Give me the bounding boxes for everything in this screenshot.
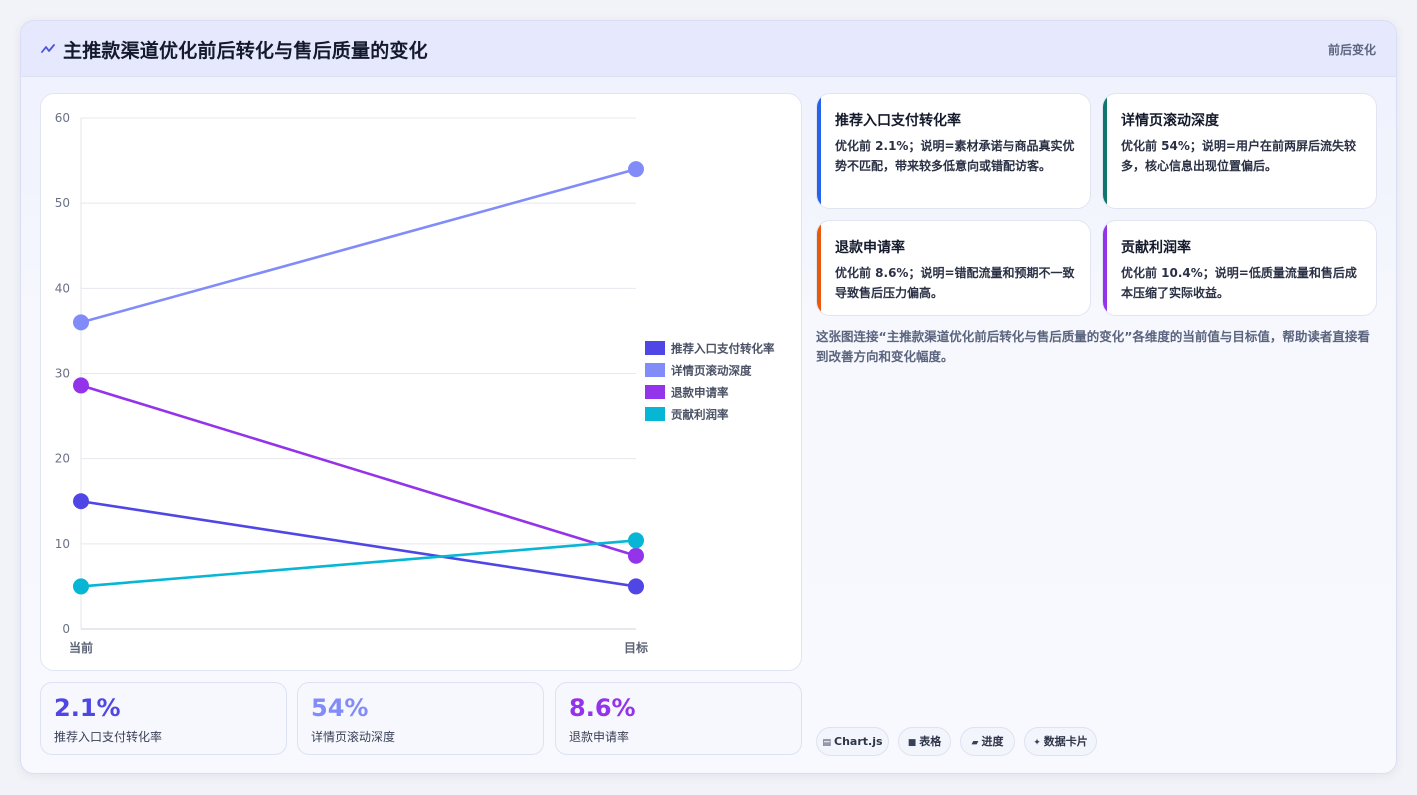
chip-label: 表格 — [919, 735, 942, 748]
metric-title: 退款申请率 — [835, 240, 905, 256]
data-point — [628, 547, 644, 564]
kpi-label: 推荐入口支付转化率 — [54, 730, 163, 744]
chip-label: 数据卡片 — [1043, 735, 1088, 748]
metric-card-scroll-depth: 详情页滚动深度 优化前 54%；说明=用户在前两屏后流失较多，核心信息出现位置偏… — [1102, 93, 1377, 209]
chart-panel: 0 10 20 30 40 50 60 当前 目标 推荐入口支付转化率 详情页滚动深度 退款申请率贡献… — [40, 93, 802, 671]
legend-label: 退款申请率 — [671, 386, 729, 400]
chart-description: 这张图连接“主推款渠道优化前后转化与售后质量的变化”各维度的当前值与目标值，帮助… — [816, 329, 1370, 364]
legend-swatch — [645, 385, 665, 399]
metric-title: 推荐入口支付转化率 — [835, 113, 961, 129]
accent-bar — [1103, 94, 1107, 208]
page-title: 主推款渠道优化前后转化与售后质量的变化 — [63, 40, 428, 62]
metric-desc: 优化前 10.4%；说明=低质量流量和售后成本压缩了实际收益。 — [1121, 266, 1357, 300]
data-point — [628, 578, 644, 595]
data-point — [73, 314, 89, 331]
kpi-label: 退款申请率 — [569, 730, 630, 744]
y-tick-label: 10 — [55, 537, 70, 551]
chip-chartjs[interactable]: ▤ Chart.js — [816, 727, 889, 756]
dashboard-card: 主推款渠道优化前后转化与售后质量的变化 前后变化 0 10 20 30 40 50 60 当前… — [20, 20, 1397, 774]
chip-data-cards[interactable]: ✦ 数据卡片 — [1024, 727, 1097, 756]
table-icon: ■ — [907, 738, 917, 748]
kpi-value: 8.6% — [569, 694, 636, 722]
metric-card-refund-rate: 退款申请率 优化前 8.6%；说明=错配流量和预期不一致导致售后压力偏高。 — [816, 220, 1091, 316]
y-tick-label: 60 — [55, 111, 70, 125]
kpi-value: 2.1% — [54, 694, 121, 722]
legend-swatch — [645, 407, 665, 421]
kpi-label: 详情页滚动深度 — [311, 730, 396, 744]
legend-label: 贡献利润率 — [671, 408, 729, 422]
progress-icon: ▰ — [971, 738, 979, 748]
chip-label: 进度 — [981, 735, 1004, 748]
chip-label: Chart.js — [834, 735, 883, 748]
data-point — [73, 377, 89, 394]
accent-bar — [817, 221, 821, 315]
data-point — [73, 578, 89, 595]
metric-desc: 优化前 8.6%；说明=错配流量和预期不一致导致售后压力偏高。 — [835, 266, 1075, 300]
data-point — [628, 161, 644, 178]
chip-table[interactable]: ■ 表格 — [898, 727, 951, 756]
metric-card-conversion: 推荐入口支付转化率 优化前 2.1%；说明=素材承诺与商品真实优势不匹配，带来较… — [816, 93, 1091, 209]
data-point — [628, 532, 644, 549]
data-point — [73, 493, 89, 510]
accent-bar — [1103, 221, 1107, 315]
zigzag-icon — [41, 41, 55, 57]
series-line — [80, 167, 637, 324]
x-tick-label: 当前 — [69, 640, 93, 655]
kpi-card-refund-rate: 8.6% 退款申请率 — [555, 682, 802, 755]
y-tick-label: 20 — [55, 452, 70, 466]
kpi-value: 54% — [311, 694, 369, 722]
series-line — [80, 499, 637, 588]
accent-bar — [817, 94, 821, 208]
legend-label: 推荐入口支付转化率 — [671, 342, 775, 356]
metric-title: 贡献利润率 — [1121, 240, 1191, 256]
x-tick-label: 目标 — [624, 640, 648, 655]
sparkle-icon: ✦ — [1033, 738, 1041, 748]
series-line — [80, 384, 637, 557]
metric-desc: 优化前 54%；说明=用户在前两屏后流失较多，核心信息出现位置偏后。 — [1121, 139, 1356, 173]
metric-title: 详情页滚动深度 — [1121, 113, 1219, 129]
kpi-card-conversion: 2.1% 推荐入口支付转化率 — [40, 682, 287, 755]
y-tick-label: 50 — [55, 196, 70, 210]
y-tick-label: 30 — [55, 367, 70, 381]
legend-swatch — [645, 341, 665, 355]
card-header: 主推款渠道优化前后转化与售后质量的变化 前后变化 — [21, 21, 1396, 77]
y-tick-label: 0 — [62, 622, 70, 636]
legend-swatch — [645, 363, 665, 377]
metric-card-profit-margin: 贡献利润率 优化前 10.4%；说明=低质量流量和售后成本压缩了实际收益。 — [1102, 220, 1377, 316]
chip-progress[interactable]: ▰ 进度 — [960, 727, 1015, 756]
chart-icon: ▤ — [822, 738, 831, 748]
legend-label: 详情页滚动深度 — [671, 364, 752, 378]
kpi-card-scroll-depth: 54% 详情页滚动深度 — [297, 682, 544, 755]
series-line — [80, 539, 637, 588]
line-chart: 0 10 20 30 40 50 60 当前 目标 推荐入口支付转化率详情页滚动深度退款申请率贡献… — [55, 111, 775, 655]
y-tick-label: 40 — [55, 281, 70, 295]
metric-desc: 优化前 2.1%；说明=素材承诺与商品真实优势不匹配，带来较多低意向或错配访客。 — [835, 139, 1075, 173]
header-tag: 前后变化 — [1327, 43, 1376, 57]
